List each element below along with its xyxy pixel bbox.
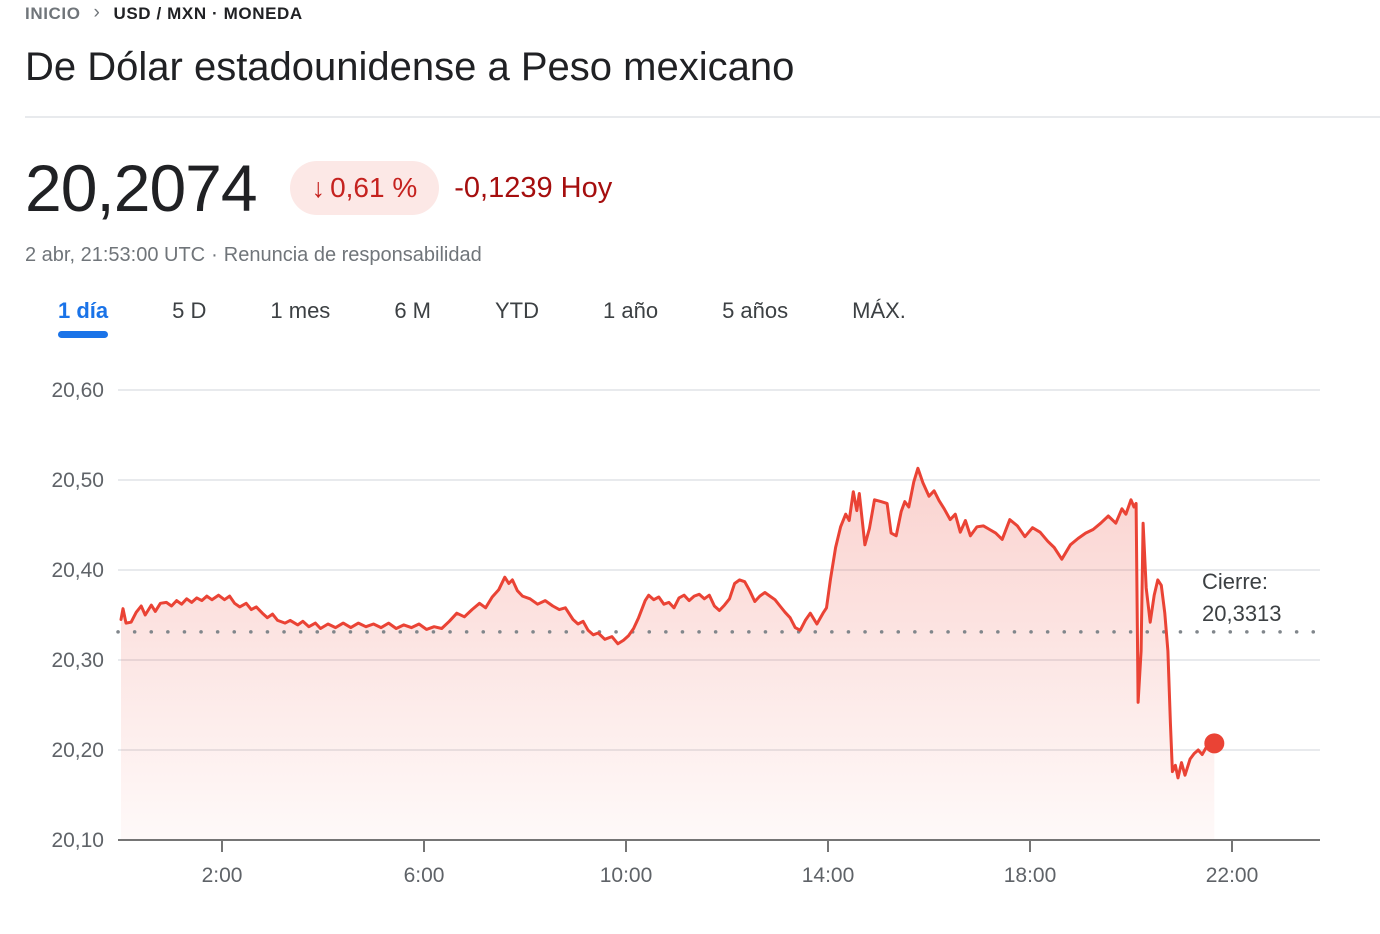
tab-6-months[interactable]: 6 M — [394, 299, 431, 338]
tab-1-year[interactable]: 1 año — [603, 299, 658, 338]
tab-max[interactable]: MÁX. — [852, 299, 906, 338]
x-axis-label: 6:00 — [404, 864, 445, 887]
y-axis-label: 20,30 — [51, 649, 104, 672]
breadcrumb-home-link[interactable]: INICIO — [25, 4, 81, 23]
title-divider — [25, 116, 1380, 118]
range-tabs: 1 día 5 D 1 mes 6 M YTD 1 año 5 años MÁX… — [58, 299, 906, 338]
x-axis-label: 18:00 — [1004, 864, 1057, 887]
price-line — [119, 466, 1216, 780]
x-axis-label: 2:00 — [202, 864, 243, 887]
breadcrumb-current: USD / MXN · MONEDA — [113, 4, 303, 23]
y-axis-label: 20,10 — [51, 829, 104, 852]
x-axis-label: 22:00 — [1206, 864, 1259, 887]
tab-1-day[interactable]: 1 día — [58, 299, 109, 338]
current-price: 20,2074 — [25, 151, 258, 225]
quote-timestamp: 2 abr, 21:53:00 UTC — [25, 244, 206, 266]
close-value: 20,3313 — [1202, 601, 1282, 626]
x-axis-label: 10:00 — [600, 864, 653, 887]
down-arrow-icon: ↓ — [311, 172, 326, 203]
x-axis-label: 14:00 — [802, 864, 855, 887]
tab-5-days[interactable]: 5 D — [172, 299, 206, 338]
absolute-change: -0,1239 Hoy — [454, 171, 613, 204]
percent-change-value: 0,61 % — [330, 172, 418, 203]
y-axis-label: 20,20 — [51, 739, 104, 762]
breadcrumb: INICIO › USD / MXN · MONEDA — [25, 2, 303, 25]
y-axis-label: 20,40 — [51, 559, 104, 582]
percent-change-badge: ↓ 0,61 % — [289, 161, 440, 215]
tab-1-month[interactable]: 1 mes — [270, 299, 330, 338]
price-chart[interactable]: 20,10 20,20 20,30 20,40 20,50 20,60 2:00 6:00 10… — [0, 360, 1380, 925]
page-title: De Dólar estadounidense a Peso mexicano — [25, 45, 795, 89]
breadcrumb-chevron-icon: › — [93, 2, 101, 23]
disclaimer-link[interactable]: Renuncia de responsabilidad — [223, 244, 482, 266]
close-label: Cierre: — [1202, 569, 1268, 594]
y-axis-label: 20,60 — [51, 379, 104, 402]
tab-5-years[interactable]: 5 años — [722, 299, 788, 338]
chart-canvas[interactable]: 20,10 20,20 20,30 20,40 20,50 20,60 2:00 6:00 10… — [0, 360, 1380, 925]
area-fill — [121, 468, 1215, 840]
quote-meta: 2 abr, 21:53:00 UTC · Renuncia de responsa… — [25, 243, 482, 267]
y-axis-label: 20,50 — [51, 469, 104, 492]
tab-ytd[interactable]: YTD — [495, 299, 539, 338]
dot-separator: · — [211, 244, 218, 266]
last-price-dot — [1204, 733, 1225, 754]
quote-row: 20,2074 ↓ 0,61 % -0,1239 Hoy — [25, 150, 612, 226]
